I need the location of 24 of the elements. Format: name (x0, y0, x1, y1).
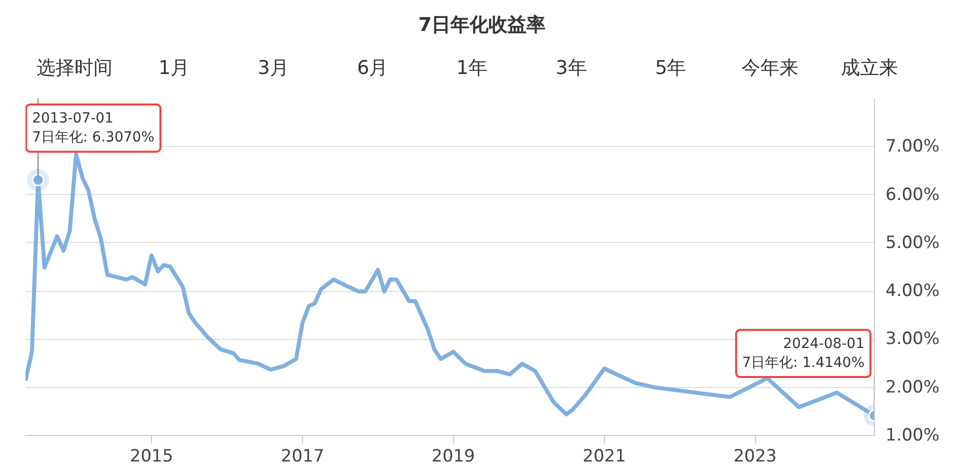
x-tick-label: 2023 (733, 446, 777, 466)
text: 5年 (654, 56, 688, 81)
annotation: 2024-08-01 7日年化: 1.4140% (742, 336, 865, 372)
y-tick-label: 4.00% (886, 281, 940, 302)
y-tick-label: 5.00% (886, 232, 940, 253)
y-tick-label: 3.00% (886, 329, 940, 350)
text: 选择时间 (36, 56, 114, 81)
chart-title: 7日年化收益率 (418, 13, 546, 38)
annotation: 2013-07-01 7日年化: 6.3070% (32, 110, 154, 146)
y-tick-label: 2.00% (886, 377, 940, 398)
text: 今年来 (740, 56, 800, 81)
text: 6月 (356, 56, 390, 81)
text: 1年 (455, 56, 489, 81)
x-tick-label: 2021 (582, 446, 626, 466)
y-tick-label: 6.00% (886, 184, 940, 205)
x-tick-label: 2017 (280, 446, 324, 466)
y-tick-label: 7.00% (886, 136, 940, 157)
text: 成立来 (840, 56, 899, 81)
x-tick-label: 2015 (130, 446, 174, 466)
x-tick-label: 2019 (432, 446, 475, 466)
y-tick-label: 1.00% (886, 426, 940, 446)
text: 3年 (554, 56, 588, 81)
text: 1月 (157, 56, 191, 81)
text: 3月 (256, 56, 290, 81)
